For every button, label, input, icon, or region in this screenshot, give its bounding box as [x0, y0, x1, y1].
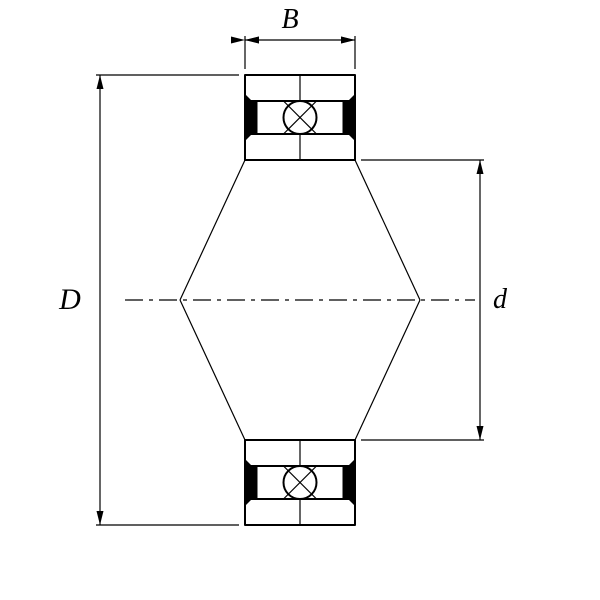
- bearing-diagram-svg: [0, 0, 600, 600]
- label-B: B: [281, 4, 298, 36]
- label-D: D: [59, 283, 81, 317]
- diagram-stage: D d B: [0, 0, 600, 600]
- label-d: d: [493, 284, 507, 316]
